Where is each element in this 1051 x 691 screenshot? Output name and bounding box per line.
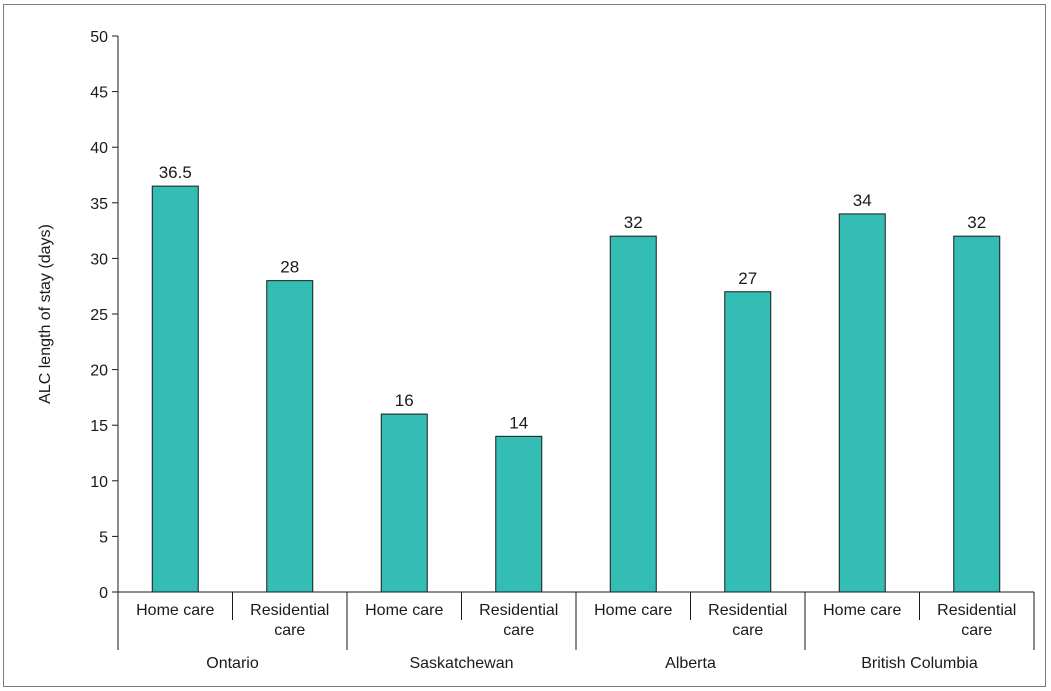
y-tick-label: 45 — [90, 85, 108, 102]
y-tick-label: 35 — [90, 196, 108, 213]
y-tick-label: 5 — [99, 529, 108, 546]
category-label: Home care — [594, 602, 672, 619]
y-tick-label: 0 — [99, 585, 108, 602]
data-label: 28 — [280, 258, 299, 277]
category-label: Home care — [136, 602, 214, 619]
bar — [953, 235, 1001, 593]
bar — [724, 291, 772, 593]
group-label: British Columbia — [861, 655, 978, 672]
category-label: Home care — [365, 602, 443, 619]
data-label: 32 — [967, 213, 986, 232]
group-label: Saskatchewan — [409, 655, 513, 672]
data-label: 27 — [738, 269, 757, 288]
y-axis: 0 5 10 15 20 25 30 35 40 45 50 — [90, 29, 119, 602]
bars: 36.5 28 16 14 32 27 34 32 — [151, 163, 1001, 593]
data-label: 32 — [624, 213, 643, 232]
y-tick-label: 40 — [90, 140, 108, 157]
category-label: Residential care — [250, 602, 329, 639]
bar — [495, 435, 543, 593]
x-axis: Home care Residential care Ontario Home care… — [117, 591, 1035, 672]
bar — [380, 413, 428, 593]
bar — [609, 235, 657, 593]
data-label: 34 — [853, 191, 872, 210]
category-label: Home care — [823, 602, 901, 619]
data-label: 36.5 — [159, 163, 192, 182]
group-label: Alberta — [665, 655, 716, 672]
category-label: Residential care — [479, 602, 558, 639]
y-tick-label: 25 — [90, 307, 108, 324]
y-tick-label: 15 — [90, 418, 108, 435]
bar — [266, 280, 314, 593]
data-label: 16 — [395, 391, 414, 410]
y-tick-label: 20 — [90, 363, 108, 380]
category-label: Residential care — [937, 602, 1016, 639]
y-tick-label: 10 — [90, 474, 108, 491]
bar — [151, 185, 199, 593]
group-label: Ontario — [206, 655, 259, 672]
y-axis-title: ALC length of stay (days) — [37, 224, 54, 404]
bar — [838, 213, 886, 593]
y-tick-label: 30 — [90, 251, 108, 268]
data-label: 14 — [509, 413, 528, 432]
y-tick-label: 50 — [90, 29, 108, 46]
category-label: Residential care — [708, 602, 787, 639]
